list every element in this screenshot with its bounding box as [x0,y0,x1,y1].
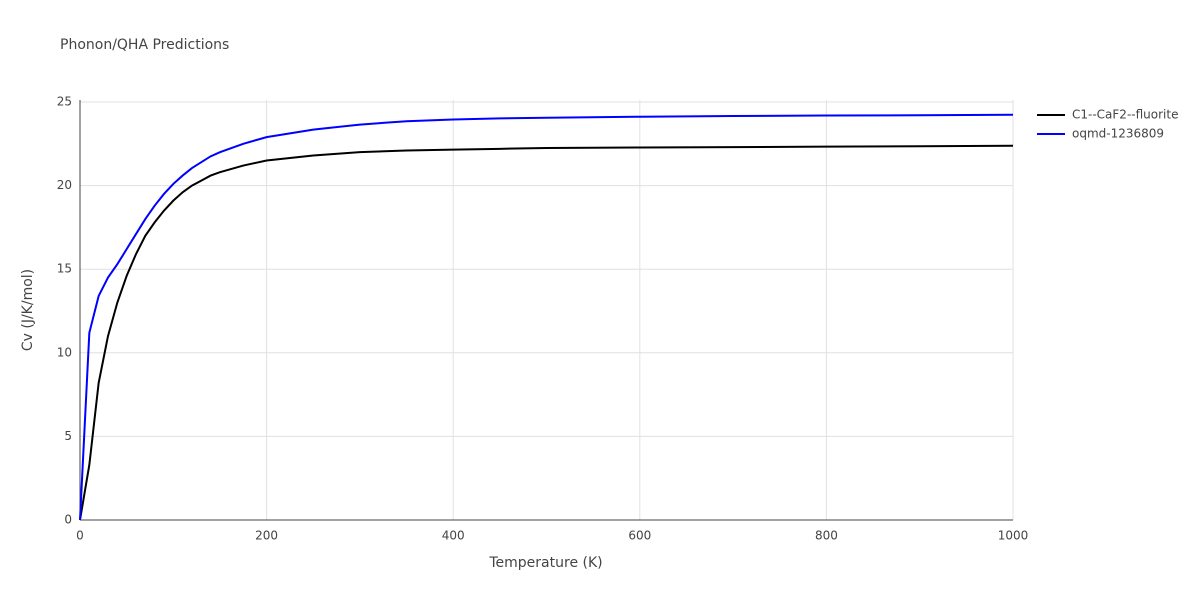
y-tick-label: 25 [57,95,72,109]
x-tick-label: 200 [255,529,278,543]
y-axis-label: Cv (J/K/mol) [20,269,36,351]
y-tick-label: 5 [64,429,72,443]
line-series [79,113,1014,521]
line-series [79,144,1014,521]
y-tick-label: 15 [57,262,72,276]
legend-label: C1--CaF2--fluorite [1072,108,1178,122]
x-tick-label: 0 [76,529,84,543]
x-tick-label: 800 [815,529,838,543]
x-axis-label: Temperature (K) [488,555,602,571]
y-tick-label: 10 [57,345,72,359]
x-tick-label: 400 [442,529,465,543]
chart-title: Phonon/QHA Predictions [60,37,229,53]
legend-label: oqmd-1236809 [1072,127,1164,141]
y-tick-label: 20 [57,178,72,192]
x-tick-label: 1000 [998,529,1029,543]
y-tick-label: 0 [64,513,72,527]
x-tick-label: 600 [628,529,651,543]
